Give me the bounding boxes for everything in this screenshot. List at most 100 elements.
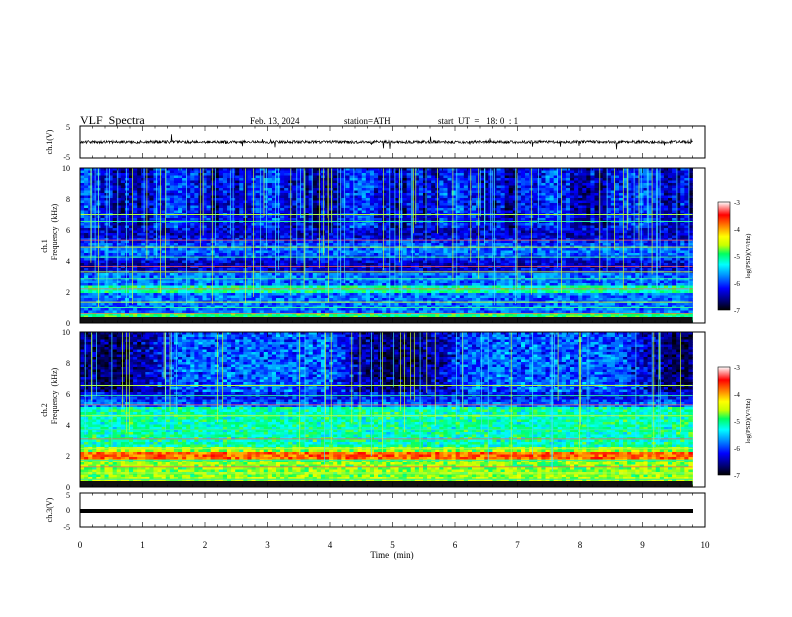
spectrogram-cell <box>615 176 619 179</box>
spectrogram-cell <box>403 188 407 191</box>
spectrogram-cell <box>452 241 456 244</box>
spectrogram-cell <box>219 226 223 229</box>
spectrogram-cell <box>358 171 362 174</box>
spectrogram-cell <box>174 211 178 214</box>
spectrogram-cell <box>141 248 145 251</box>
spectrogram-cell <box>129 231 133 234</box>
spectrogram-cell <box>537 243 541 246</box>
spectrogram-cell <box>468 181 472 184</box>
spectrogram-cell <box>660 206 664 209</box>
spectrogram-cell <box>141 228 145 231</box>
spectrogram-cell <box>390 228 394 231</box>
spectrogram-cell <box>239 248 243 251</box>
spectrogram-cell <box>170 206 174 209</box>
spectrogram-cell <box>256 173 260 176</box>
spectrogram-cell <box>125 243 129 246</box>
spectrogram-cell <box>182 241 186 244</box>
spectrogram-cell <box>562 176 566 179</box>
spectrogram-cell <box>586 203 590 206</box>
spectrogram-cell <box>121 176 125 179</box>
spectrogram-cell <box>550 208 554 211</box>
spectrogram-cell <box>537 173 541 176</box>
spectrogram-cell <box>350 236 354 239</box>
spectrogram-cell <box>141 243 145 246</box>
spectrogram-cell <box>374 241 378 244</box>
spectrogram-cell <box>137 198 141 201</box>
spectrogram-cell <box>247 226 251 229</box>
spectrogram-cell <box>595 208 599 211</box>
spectrogram-cell <box>509 173 513 176</box>
spectrogram-cell <box>113 211 117 214</box>
spectrogram-cell <box>550 183 554 186</box>
spectrogram-cell <box>407 196 411 199</box>
spectrogram-cell <box>464 188 468 191</box>
spectrogram-cell <box>84 198 88 201</box>
spectrogram-cell <box>431 226 435 229</box>
spectrogram-cell <box>562 243 566 246</box>
spectrogram-cell <box>333 208 337 211</box>
spectrogram-cell <box>537 188 541 191</box>
spectrogram-cell <box>313 198 317 201</box>
spectrogram-cell <box>509 211 513 214</box>
spectrogram-cell <box>452 236 456 239</box>
spectrogram-cell <box>570 228 574 231</box>
spectrogram-cell <box>603 186 607 189</box>
spectrogram-cell <box>137 201 141 204</box>
spectrogram-cell <box>631 241 635 244</box>
spectrogram-cell <box>366 231 370 234</box>
spectrogram-cell <box>260 238 264 241</box>
spectrogram-cell <box>472 238 476 241</box>
spectrogram-cell <box>264 203 268 206</box>
spectrogram-cell <box>684 186 688 189</box>
spectrogram-cell <box>284 228 288 231</box>
spectrogram-cell <box>476 203 480 206</box>
spectrogram-cell <box>137 171 141 174</box>
spectrogram-cell <box>448 176 452 179</box>
spectrogram-cell <box>235 191 239 194</box>
spectrogram-cell <box>141 186 145 189</box>
spectrogram-cell <box>501 208 505 211</box>
spectrogram-cell <box>268 178 272 181</box>
spectrogram-cell <box>174 193 178 196</box>
spectrogram-cell <box>341 236 345 239</box>
spectrogram-cell <box>533 183 537 186</box>
spectrogram-cell <box>125 201 129 204</box>
spectrogram-cell <box>313 201 317 204</box>
spectrogram-cell <box>546 178 550 181</box>
spectrogram-cell <box>268 181 272 184</box>
spectrogram-cell <box>113 203 117 206</box>
spectrogram-cell <box>325 233 329 236</box>
spectrogram-cell <box>668 176 672 179</box>
spectrogram-cell <box>247 181 251 184</box>
spectrogram-cell <box>541 181 545 184</box>
spectrogram-cell <box>684 238 688 241</box>
spectrogram-cell <box>345 186 349 189</box>
spectrogram-cell <box>631 216 635 219</box>
spectrogram-cell <box>198 216 202 219</box>
spectrogram-cell <box>239 173 243 176</box>
spectrogram-cell <box>599 198 603 201</box>
spectrogram-cell <box>154 201 158 204</box>
spectrogram-cell <box>358 231 362 234</box>
spectrogram-cell <box>456 243 460 246</box>
spectrogram-cell <box>599 238 603 241</box>
spectrogram-cell <box>427 228 431 231</box>
spectrogram-cell <box>615 241 619 244</box>
spectrogram-cell <box>578 208 582 211</box>
spectrogram-cell <box>219 243 223 246</box>
spectrogram-cell <box>664 178 668 181</box>
spectrogram-cell <box>497 226 501 229</box>
spectrogram-cell <box>166 203 170 206</box>
spectrogram-cell <box>223 243 227 246</box>
spectrogram-cell <box>497 186 501 189</box>
spectrogram-cell <box>207 238 211 241</box>
spectrogram-cell <box>501 231 505 234</box>
spectrogram-cell <box>113 188 117 191</box>
spectrogram-cell <box>129 183 133 186</box>
spectrogram-cell <box>472 176 476 179</box>
spectrogram-cell <box>574 228 578 231</box>
spectrogram-cell <box>627 228 631 231</box>
spectrogram-cell <box>595 178 599 181</box>
spectrogram-cell <box>84 236 88 239</box>
spectrogram-cell <box>313 193 317 196</box>
